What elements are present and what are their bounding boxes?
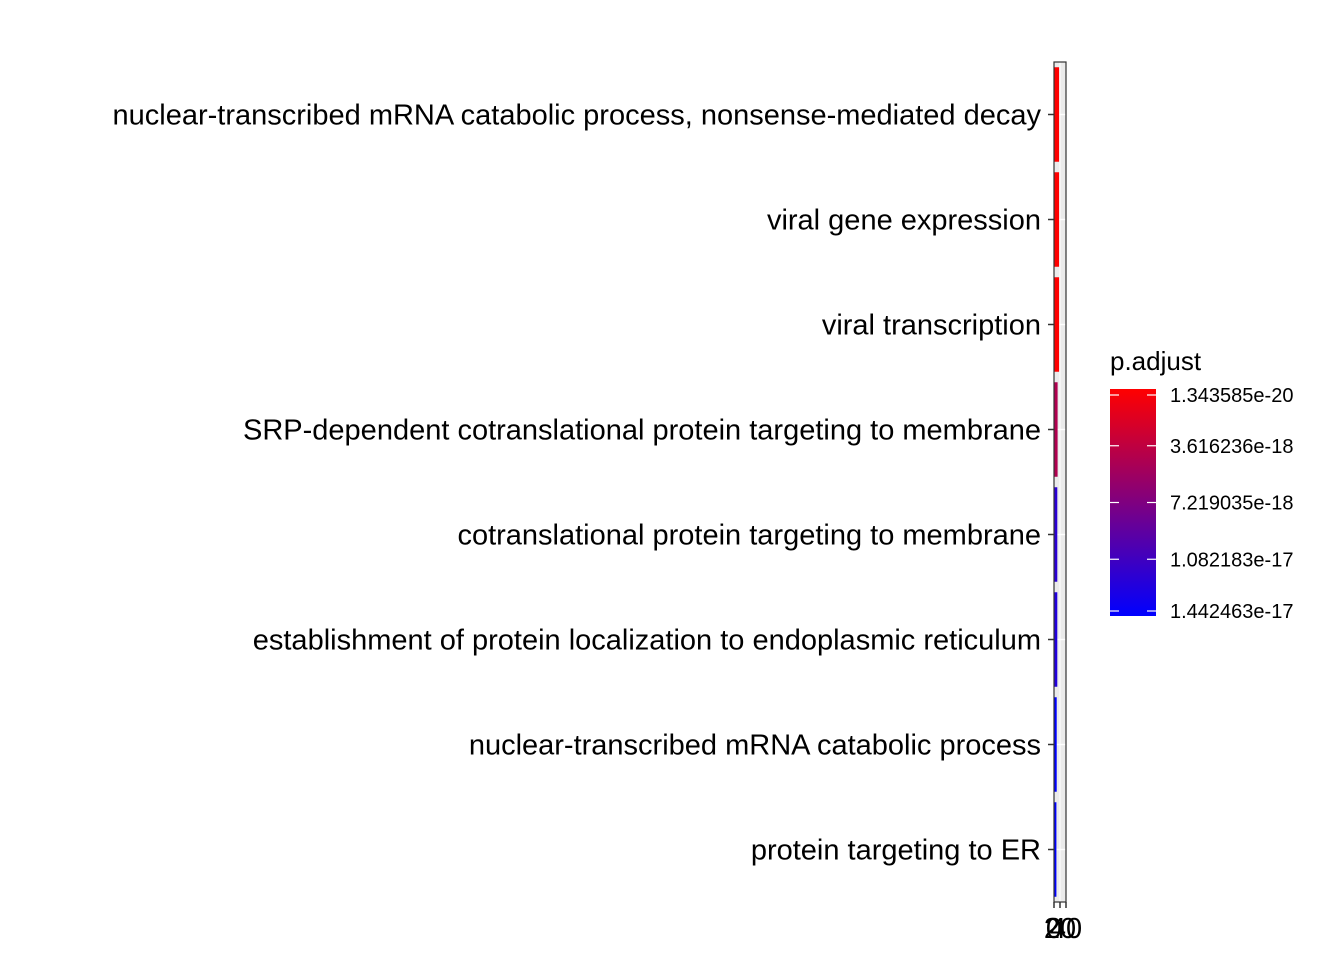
category-label: nuclear-transcribed mRNA catabolic proce… [113,100,1042,132]
legend-label: 7.219035e-18 [1170,493,1293,515]
legend-label: 3.616236e-18 [1170,436,1293,458]
plot-panel [1053,61,1067,903]
bar [1054,802,1057,897]
bars [1054,67,1060,897]
bar [1054,382,1058,477]
category-label: viral gene expression [767,205,1041,237]
y-axis: nuclear-transcribed mRNA catabolic proce… [113,100,1054,867]
category-label: nuclear-transcribed mRNA catabolic proce… [469,730,1041,762]
category-label: viral transcription [822,310,1041,342]
x-tick-label: 0 [1046,913,1062,945]
legend-label: 1.082183e-17 [1170,549,1293,571]
category-label: establishment of protein localization to… [253,625,1041,657]
category-label: SRP-dependent cotranslational protein ta… [243,415,1041,447]
bar [1054,487,1058,582]
x-tick-label: 20 [1044,913,1076,945]
legend-label: 1.343585e-20 [1170,385,1293,407]
bar [1054,67,1060,162]
bar [1054,277,1060,372]
legend-title: p.adjust [1110,346,1202,376]
bar [1054,592,1058,687]
bar [1054,697,1057,792]
legend-label: 1.442463e-17 [1170,601,1293,623]
category-label: protein targeting to ER [751,835,1041,867]
x-tick-label: 40 [1050,913,1082,945]
legend-ticks: 1.343585e-20 3.616236e-18 7.219035e-18 1.08… [1110,385,1293,623]
bar [1054,172,1060,267]
category-label: cotranslational protein targeting to mem… [457,520,1041,552]
legend: p.adjust 1.343585e-20 3.616236e-18 7.21903… [1110,346,1293,623]
